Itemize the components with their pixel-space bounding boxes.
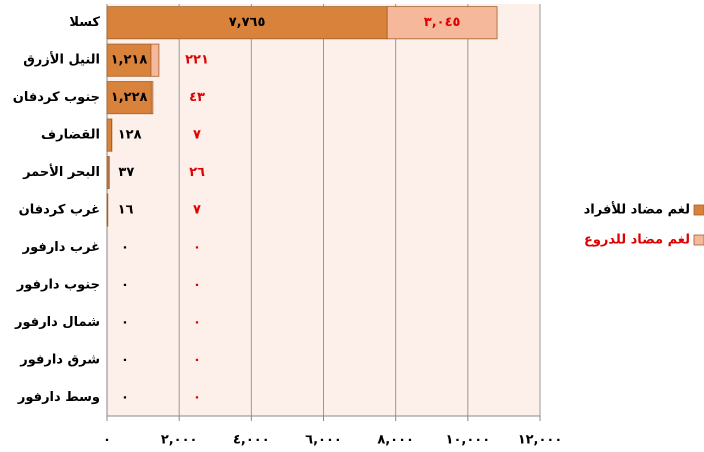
x-tick-label: ٨,٠٠٠: [377, 433, 414, 448]
y-tick-label: جنوب كردفان: [13, 90, 100, 105]
value-label: ٧: [193, 128, 201, 143]
y-tick-label: كسلا: [69, 15, 100, 30]
legend-label: لغم مضاد للدروع: [584, 233, 690, 248]
value-label: ٠: [121, 352, 129, 367]
value-label: ٠: [193, 315, 201, 330]
x-tick-label: ٦,٠٠٠: [305, 433, 342, 448]
value-label: ٣,٠٤٥: [424, 15, 461, 30]
value-label: ٤٣: [189, 90, 205, 105]
value-label: ٢٢١: [185, 53, 209, 68]
bar-segment: [106, 6, 388, 40]
bar-segment: [107, 156, 110, 190]
bar-segment: [150, 43, 160, 77]
x-tick-label: ٤,٠٠٠: [233, 433, 270, 448]
y-tick-label: البحر الأحمر: [22, 163, 100, 180]
x-tick-label: ٠: [103, 433, 111, 448]
value-label: ٠: [193, 240, 201, 255]
value-label: ٧,٧٦٥: [229, 15, 266, 30]
value-label: ١,٢١٨: [111, 53, 148, 68]
y-tick-label: جنوب دارفور: [16, 277, 100, 292]
bar-segment: [386, 6, 498, 40]
value-label: ١٢٨: [118, 128, 142, 143]
bar-segment: [106, 43, 152, 77]
bar-segment: [150, 81, 154, 115]
y-tick-label: وسط دارفور: [17, 390, 100, 405]
y-tick-label: شرق دارفور: [19, 352, 100, 367]
bar-segment: [106, 118, 113, 152]
legend-swatch: [693, 234, 704, 246]
x-tick-label: ١٠,٠٠٠: [446, 433, 491, 448]
legend-swatch: [693, 204, 704, 216]
x-tick-label: ٢,٠٠٠: [161, 433, 198, 448]
value-label: ٠: [193, 390, 201, 405]
legend-label: لغم مضاد للأفراد: [584, 201, 690, 218]
y-tick-label: النيل الأزرق: [23, 51, 100, 68]
value-label: ٧: [193, 203, 201, 218]
value-label: ٠: [121, 240, 129, 255]
bar-segment: [106, 81, 152, 115]
value-label: ٠: [121, 277, 129, 292]
y-tick-label: غرب كردفان: [19, 203, 100, 218]
value-label: ١٦: [118, 203, 134, 218]
value-label: ١,٢٢٨: [111, 90, 148, 105]
value-label: ٠: [193, 352, 201, 367]
x-tick-label: ١٢,٠٠٠: [518, 433, 563, 448]
value-label: ٠: [121, 390, 129, 405]
y-tick-label: غرب دارفور: [22, 240, 100, 255]
y-tick-label: القضارف: [41, 128, 100, 143]
value-label: ٢٦: [189, 165, 205, 180]
value-label: ٣٧: [118, 165, 134, 180]
value-label: ٠: [193, 277, 201, 292]
value-label: ٠: [121, 315, 129, 330]
y-tick-label: شمال دارفور: [14, 315, 100, 330]
